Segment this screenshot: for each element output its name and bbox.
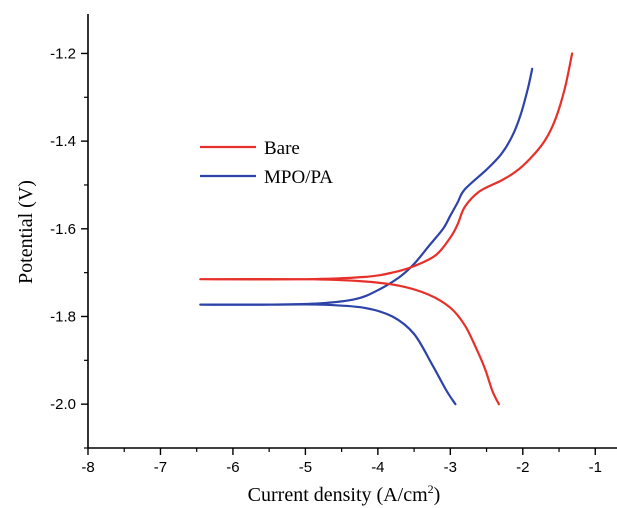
y-tick-label: -1.6 (50, 221, 76, 238)
x-axis-title-close: ) (434, 484, 441, 506)
y-axis-title: Potential (V) (15, 180, 37, 284)
y-axis-ticks: -2.0 -1.8 -1.6 -1.4 -1.2 (50, 45, 88, 449)
x-tick-label: -4 (371, 459, 384, 476)
legend-label-bare: Bare (264, 138, 300, 159)
x-axis-title: Current density (A/cm2) (248, 482, 441, 506)
series-line-mpo-pa (199, 67, 534, 406)
y-tick-label: -1.2 (50, 45, 76, 62)
x-tick-label: -5 (299, 459, 312, 476)
legend-label-mpo-pa: MPO/PA (264, 167, 333, 188)
x-axis-ticks: -8 -7 -6 -5 -4 -3 -2 -1 (81, 448, 602, 476)
y-tick-label: -2.0 (50, 396, 76, 413)
y-tick-label: -1.8 (50, 308, 76, 325)
y-tick-label: -1.4 (50, 133, 76, 150)
x-tick-label: -2 (516, 459, 529, 476)
x-tick-label: -3 (444, 459, 457, 476)
x-tick-label: -7 (154, 459, 167, 476)
x-tick-label: -8 (81, 459, 94, 476)
legend: Bare MPO/PA (200, 138, 333, 188)
x-axis-title-main: Current density (A/cm (248, 484, 428, 506)
series-lines (199, 52, 574, 406)
x-tick-label: -6 (226, 459, 239, 476)
x-axis-title-superscript: 2 (428, 482, 434, 496)
plot-frame (87, 14, 617, 449)
x-tick-label: -1 (589, 459, 602, 476)
series-line-bare (199, 52, 574, 406)
